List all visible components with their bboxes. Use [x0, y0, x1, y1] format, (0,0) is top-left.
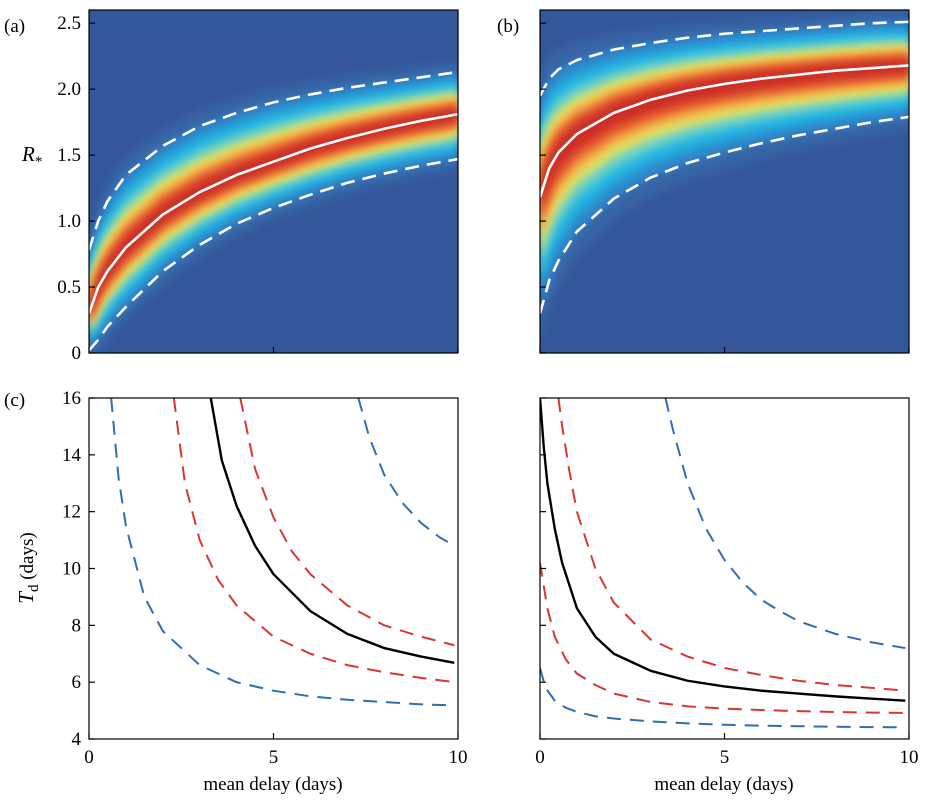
y-tick-label: 16	[62, 388, 81, 409]
blue-dashed-line	[110, 398, 455, 707]
x-tick-label: 5	[720, 747, 730, 768]
y-tick-label: 2.5	[57, 13, 81, 34]
panel-c-plot: 4 6 8 10 12 14 16 0 5 10	[62, 388, 468, 768]
panel-a-heatmap: 0 0.5 1.0 1.5 2.0 2.5	[57, 9, 459, 364]
density-band	[540, 59, 909, 214]
panel-c-frame	[88, 397, 459, 740]
red-dashed-line	[239, 398, 455, 647]
x-tick-label: 10	[900, 747, 919, 768]
y-tick-label: 2.0	[57, 79, 81, 100]
blue-dashed-line	[664, 398, 906, 650]
blue-dashed-line	[357, 398, 455, 547]
y-tick-label: 4	[72, 729, 82, 750]
y-axis-label-td: Td (days)	[14, 532, 42, 603]
panel-b-heatmap	[539, 9, 910, 354]
credible-interval-line	[540, 20, 909, 97]
panel-label-a: (a)	[4, 16, 25, 37]
black-solid-line	[540, 398, 906, 702]
black-solid-line	[209, 398, 455, 665]
y-tick-label: 0	[72, 343, 82, 364]
red-dashed-line	[172, 398, 455, 684]
y-tick-label: 14	[62, 445, 82, 466]
red-dashed-line	[540, 562, 906, 714]
median-line	[89, 112, 458, 314]
heatmap-density-bands	[540, 11, 909, 343]
median-line	[540, 64, 909, 198]
x-tick-label: 10	[449, 747, 468, 768]
y-tick-label: 12	[62, 502, 81, 523]
red-dashed-line	[557, 398, 906, 692]
x-axis-label-d: mean delay (days)	[654, 774, 793, 795]
density-band	[89, 92, 458, 333]
y-tick-label: 8	[72, 615, 82, 636]
y-axis-label-r: R*	[21, 142, 42, 170]
y-tick-label: 1.5	[57, 145, 81, 166]
credible-interval-line	[540, 115, 909, 314]
panel-d-plot: 0 5 10	[535, 397, 919, 768]
x-tick-label: 0	[535, 747, 545, 768]
credible-interval-line	[89, 70, 458, 251]
x-axis-label-c: mean delay (days)	[203, 774, 342, 795]
blue-dashed-line	[540, 667, 906, 729]
credible-interval-line	[89, 157, 458, 352]
density-band	[540, 55, 909, 226]
x-tick-label: 5	[269, 747, 279, 768]
panel-label-c: (c)	[4, 390, 25, 411]
y-tick-label: 6	[72, 672, 82, 693]
y-tick-label: 10	[62, 559, 81, 580]
x-tick-label: 0	[84, 747, 94, 768]
panel-label-b: (b)	[497, 16, 519, 37]
y-tick-label: 1.0	[57, 211, 81, 232]
y-tick-label: 0.5	[57, 277, 81, 298]
